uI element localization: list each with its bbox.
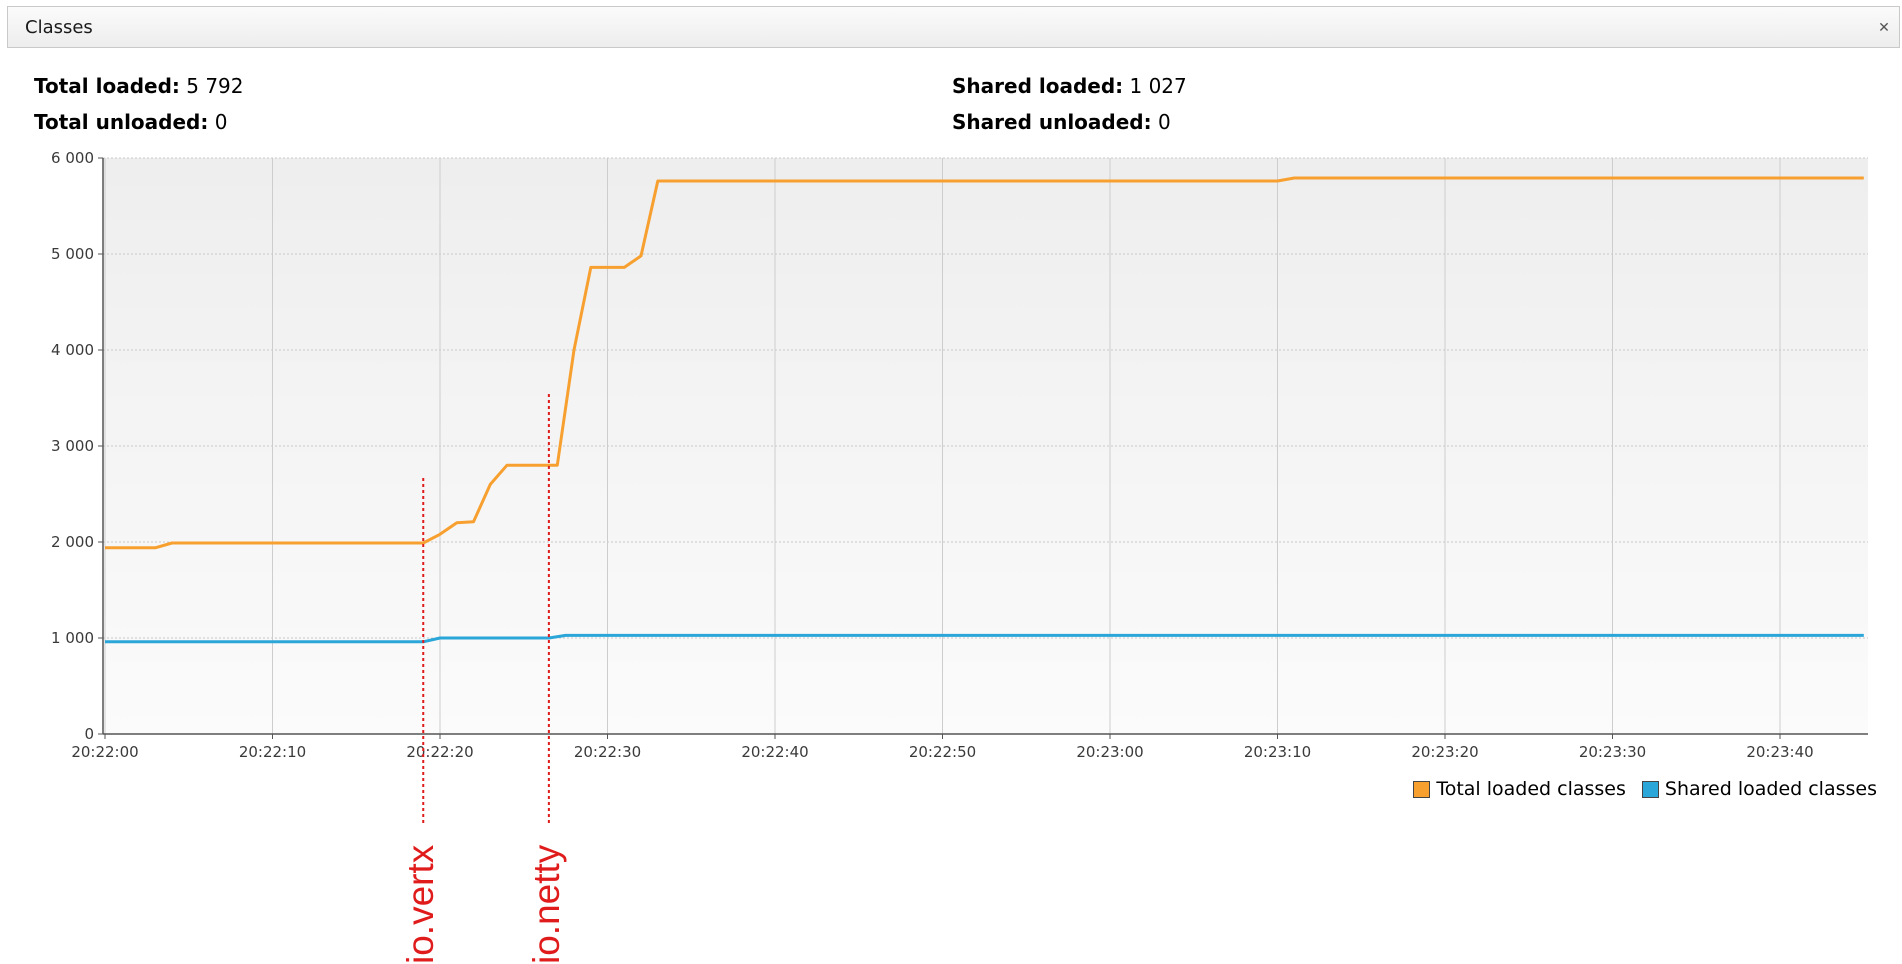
- x-tick-label: 20:22:20: [406, 743, 473, 761]
- panel-title: Classes: [25, 17, 93, 38]
- x-tick-label: 20:22:40: [741, 743, 808, 761]
- total-unloaded-stat: Total unloaded: 0: [34, 110, 227, 134]
- y-tick-label: 3 000: [51, 437, 94, 455]
- legend-label-shared: Shared loaded classes: [1664, 778, 1877, 800]
- total-loaded-stat: Total loaded: 5 792: [34, 74, 244, 98]
- total-unloaded-label: Total unloaded:: [34, 110, 209, 134]
- plot-area: [103, 158, 1868, 734]
- legend-item-shared: Shared loaded classes: [1641, 778, 1877, 800]
- y-tick-label: 6 000: [51, 149, 94, 167]
- y-tick-label: 5 000: [51, 245, 94, 263]
- chart-legend: Total loaded classes Shared loaded class…: [1397, 778, 1877, 800]
- x-tick-label: 20:22:00: [71, 743, 138, 761]
- shared-loaded-value: 1 027: [1129, 74, 1187, 98]
- x-tick-label: 20:22:50: [909, 743, 976, 761]
- panel-header: Classes ✕: [7, 6, 1900, 48]
- total-unloaded-value: 0: [214, 110, 228, 134]
- annotation-label-vertx: io.vertx: [400, 844, 442, 964]
- x-tick-label: 20:22:10: [239, 743, 306, 761]
- x-tick-label: 20:23:00: [1076, 743, 1143, 761]
- series-line-total: [105, 176, 1864, 550]
- y-tick-label: 1 000: [51, 629, 94, 647]
- series-line-shared: [105, 633, 1864, 644]
- x-tick-label: 20:22:30: [574, 743, 641, 761]
- y-tick-label: 2 000: [51, 533, 94, 551]
- legend-swatch-shared: [1641, 780, 1659, 798]
- annotation-label-netty: io.netty: [525, 844, 567, 964]
- total-loaded-value: 5 792: [186, 74, 244, 98]
- shared-loaded-stat: Shared loaded: 1 027: [952, 74, 1187, 98]
- x-tick-label: 20:23:30: [1579, 743, 1646, 761]
- legend-label-total: Total loaded classes: [1436, 778, 1626, 800]
- legend-item-total: Total loaded classes: [1413, 778, 1626, 800]
- shared-loaded-label: Shared loaded:: [952, 74, 1124, 98]
- legend-swatch-total: [1413, 780, 1431, 798]
- shared-unloaded-stat: Shared unloaded: 0: [952, 110, 1171, 134]
- x-tick-label: 20:23:40: [1746, 743, 1813, 761]
- shared-unloaded-label: Shared unloaded:: [952, 110, 1152, 134]
- total-loaded-label: Total loaded:: [34, 74, 180, 98]
- close-icon[interactable]: ✕: [1878, 20, 1890, 36]
- y-tick-label: 0: [84, 725, 94, 743]
- x-tick-label: 20:23:10: [1244, 743, 1311, 761]
- shared-unloaded-value: 0: [1157, 110, 1171, 134]
- x-tick-label: 20:23:20: [1411, 743, 1478, 761]
- y-tick-label: 4 000: [51, 341, 94, 359]
